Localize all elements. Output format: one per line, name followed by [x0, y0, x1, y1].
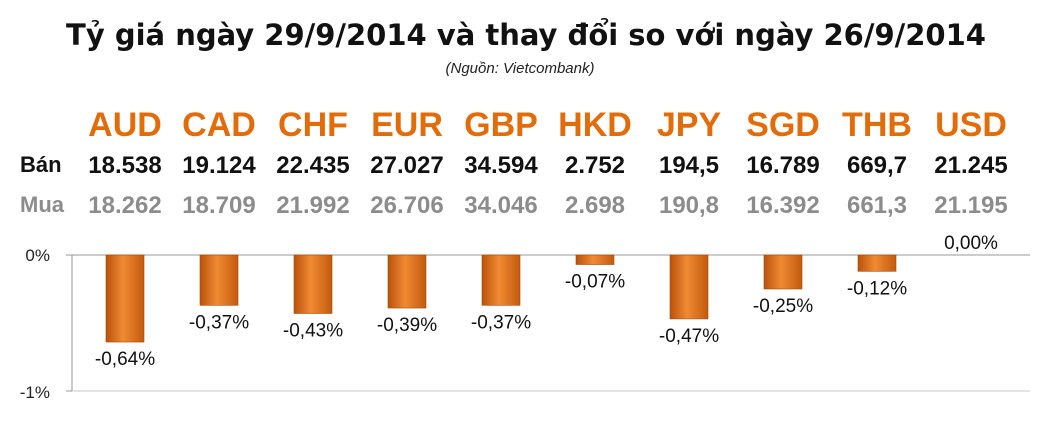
buy-rate: 21.992 [276, 192, 349, 219]
currency-label: CHF [278, 106, 348, 144]
sell-rate: 22.435 [276, 152, 349, 179]
data-label: -0,07% [565, 272, 625, 293]
currency-label: SGD [746, 106, 820, 144]
buy-rate: 26.706 [370, 192, 443, 219]
data-label: 0,00% [944, 233, 998, 254]
bar [105, 254, 145, 343]
currency-label: CAD [182, 106, 256, 144]
data-label: -0,12% [847, 278, 907, 299]
sell-rate: 2.752 [565, 152, 625, 179]
row-label-sell: Bán [20, 152, 62, 177]
chart-source: (Nguồn: Vietcombank) [445, 60, 595, 77]
bar [481, 254, 521, 306]
currency-label: EUR [371, 106, 443, 144]
bar [387, 254, 427, 309]
currency-label: JPY [657, 106, 722, 144]
buy-rate: 21.195 [934, 192, 1007, 219]
sell-rate: 21.245 [934, 152, 1007, 179]
sell-rate: 19.124 [182, 152, 256, 179]
buy-rate: 16.392 [746, 192, 819, 219]
data-label: -0,39% [377, 315, 437, 336]
data-label: -0,37% [471, 312, 531, 333]
bar [575, 254, 615, 265]
y-tick-label: 0% [25, 246, 50, 265]
bar [199, 254, 239, 306]
sell-rate: 16.789 [746, 152, 819, 179]
buy-rate: 661,3 [847, 192, 907, 219]
data-label: -0,64% [95, 349, 155, 370]
currency-label: USD [935, 106, 1007, 144]
buy-rate: 190,8 [659, 192, 719, 219]
row-label-buy: Mua [20, 192, 65, 217]
bar [763, 254, 803, 290]
sell-rate: 18.538 [88, 152, 161, 179]
bar [293, 254, 333, 314]
data-label: -0,47% [659, 326, 719, 347]
currency-label: HKD [558, 106, 632, 144]
sell-rate: 27.027 [370, 152, 443, 179]
chart-title: Tỷ giá ngày 29/9/2014 và thay đổi so với… [66, 18, 986, 52]
data-label: -0,25% [753, 296, 813, 317]
bar [857, 254, 897, 272]
currency-label: GBP [464, 106, 538, 144]
sell-rate: 34.594 [464, 152, 538, 179]
buy-rate: 2.698 [565, 192, 625, 219]
data-label: -0,43% [283, 320, 343, 341]
currency-label: AUD [88, 106, 162, 144]
data-label: -0,37% [189, 312, 249, 333]
currency-label: THB [842, 106, 912, 144]
buy-rate: 34.046 [464, 192, 537, 219]
buy-rate: 18.262 [88, 192, 161, 219]
sell-rate: 669,7 [847, 152, 907, 179]
sell-rate: 194,5 [659, 152, 719, 179]
buy-rate: 18.709 [182, 192, 255, 219]
bar [669, 254, 709, 320]
y-tick-label: -1% [20, 383, 50, 402]
